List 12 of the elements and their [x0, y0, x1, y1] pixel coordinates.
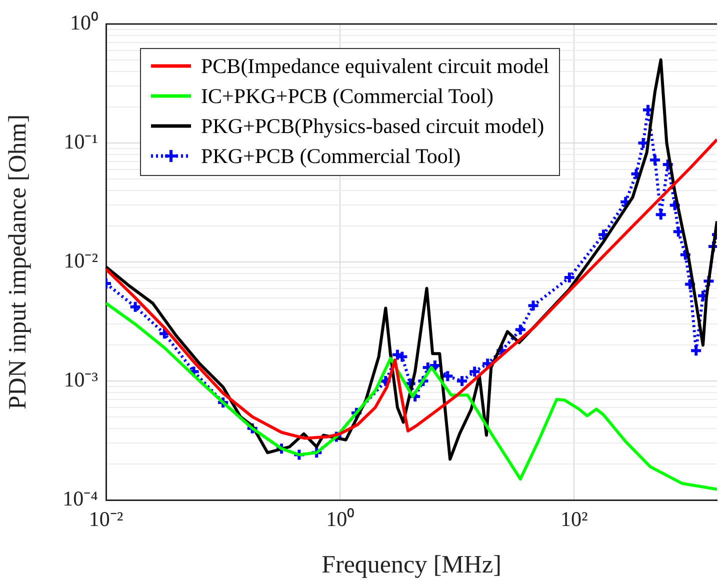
x-axis-title: Frequency [MHz]: [322, 552, 502, 579]
y-tick-label: 10⁻¹: [64, 130, 98, 154]
legend-label: IC+PKG+PCB (Commercial Tool): [201, 83, 494, 110]
y-tick-label: 10⁻³: [64, 368, 98, 392]
legend-label: PKG+PCB (Commercial Tool): [201, 143, 461, 170]
x-tick-label: 10⁰: [326, 507, 354, 532]
y-tick-label: 10⁻²: [64, 248, 98, 273]
x-tick-label: 10²: [560, 507, 588, 532]
y-axis-title: PDN input impedance [Ohm]: [4, 114, 32, 410]
y-tick-label: 10⁰: [70, 10, 98, 35]
legend-label: PCB(Impedance equivalent circuit model: [201, 53, 550, 80]
legend-label: PKG+PCB(Physics-based circuit model): [201, 113, 544, 140]
